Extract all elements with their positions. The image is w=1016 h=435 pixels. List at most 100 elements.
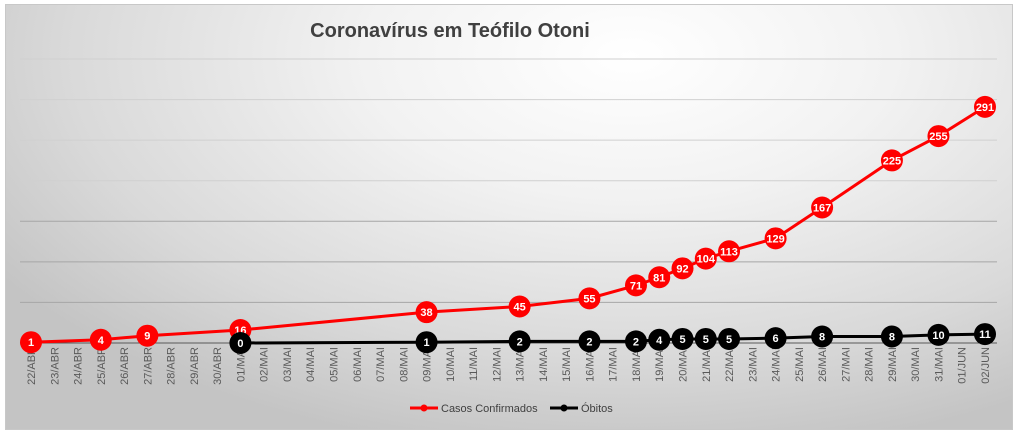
data-point bbox=[624, 330, 647, 353]
data-point bbox=[671, 257, 694, 280]
data-point bbox=[508, 295, 531, 318]
x-tick-label: 24/MAI bbox=[771, 347, 783, 382]
data-label: 2 bbox=[517, 336, 523, 348]
x-tick-label: 28/ABR bbox=[166, 347, 178, 385]
data-label: 5 bbox=[703, 334, 709, 346]
x-tick-label: 30/MAI bbox=[910, 347, 922, 382]
data-point bbox=[694, 327, 717, 350]
x-tick-label: 05/MAI bbox=[328, 347, 340, 382]
x-tick-label: 13/MAI bbox=[515, 347, 527, 382]
data-point bbox=[974, 323, 996, 346]
data-point bbox=[648, 266, 671, 289]
x-tick-label: 23/ABR bbox=[49, 347, 61, 385]
data-point bbox=[508, 330, 531, 353]
x-tick-label: 22/ABR bbox=[26, 347, 38, 385]
data-label: 71 bbox=[630, 280, 642, 292]
legend-label: Óbitos bbox=[581, 402, 613, 415]
data-point bbox=[880, 149, 903, 172]
data-label: 1 bbox=[423, 337, 429, 349]
data-label: 10 bbox=[932, 330, 944, 342]
data-point bbox=[20, 331, 42, 354]
x-tick-label: 14/MAI bbox=[538, 347, 550, 382]
x-tick-label: 23/MAI bbox=[747, 347, 759, 382]
x-tick-label: 01/MAI bbox=[235, 347, 247, 382]
chart-title: Coronavírus em Teófilo Otoni bbox=[310, 20, 590, 42]
data-label: 0 bbox=[237, 338, 243, 350]
x-tick-label: 09/MAI bbox=[422, 347, 434, 382]
data-point bbox=[927, 323, 950, 346]
x-tick-label: 11/MAI bbox=[468, 347, 480, 381]
data-label: 6 bbox=[773, 333, 779, 345]
series-line-obitos bbox=[240, 332, 986, 345]
data-point bbox=[89, 328, 112, 351]
x-tick-label: 15/MAI bbox=[561, 347, 573, 382]
x-tick-label: 21/MAI bbox=[701, 347, 713, 382]
x-tick-label: 24/ABR bbox=[73, 347, 85, 385]
x-tick-label: 25/MAI bbox=[794, 347, 806, 382]
x-tick-label: 31/MAI bbox=[933, 347, 945, 382]
x-tick-label: 16/MAI bbox=[584, 347, 596, 382]
data-point bbox=[136, 324, 159, 347]
x-tick-label: 20/MAI bbox=[678, 347, 690, 382]
data-label: 2 bbox=[633, 336, 639, 348]
data-label: 129 bbox=[766, 233, 784, 245]
x-tick-label: 07/MAI bbox=[375, 347, 387, 382]
x-tick-label: 19/MAI bbox=[654, 347, 666, 382]
data-point bbox=[694, 247, 717, 270]
data-point bbox=[415, 331, 438, 354]
data-point bbox=[764, 327, 787, 350]
data-label: 104 bbox=[697, 254, 716, 266]
data-label: 9 bbox=[144, 331, 150, 343]
data-label: 81 bbox=[653, 272, 665, 284]
x-tick-label: 27/ABR bbox=[142, 347, 154, 385]
x-tick-label: 25/ABR bbox=[96, 347, 108, 385]
data-label: 4 bbox=[656, 335, 663, 347]
data-label: 4 bbox=[98, 335, 105, 347]
data-point bbox=[718, 240, 741, 263]
data-label: 55 bbox=[583, 293, 595, 305]
data-label: 11 bbox=[979, 329, 991, 341]
data-point bbox=[811, 196, 834, 219]
x-tick-label: 10/MAI bbox=[445, 347, 457, 382]
legend-marker bbox=[560, 404, 568, 412]
legend-marker bbox=[420, 404, 428, 412]
data-label: 92 bbox=[676, 263, 688, 275]
data-label: 8 bbox=[889, 332, 895, 344]
data-label: 8 bbox=[819, 332, 825, 344]
x-tick-label: 27/MAI bbox=[840, 347, 852, 382]
x-tick-label: 02/MAI bbox=[259, 347, 271, 382]
x-tick-label: 22/MAI bbox=[724, 347, 736, 382]
data-point bbox=[229, 332, 252, 354]
x-tick-label: 18/MAI bbox=[631, 347, 643, 382]
x-tick-label: 29/ABR bbox=[189, 347, 201, 385]
x-tick-label: 17/MAI bbox=[608, 347, 620, 382]
data-label: 291 bbox=[976, 102, 994, 114]
x-tick-label: 02/JUN bbox=[980, 347, 992, 384]
data-point bbox=[974, 95, 996, 118]
data-point bbox=[671, 327, 694, 350]
data-label: 45 bbox=[514, 301, 526, 313]
data-label: 167 bbox=[813, 202, 831, 214]
x-tick-label: 26/MAI bbox=[817, 347, 829, 382]
data-label: 2 bbox=[586, 336, 592, 348]
data-label: 38 bbox=[420, 307, 432, 319]
data-point bbox=[648, 328, 671, 351]
data-label: 5 bbox=[726, 334, 732, 346]
x-tick-label: 26/ABR bbox=[119, 347, 131, 385]
data-point bbox=[624, 274, 647, 297]
data-point bbox=[415, 301, 438, 324]
series-line-casos bbox=[30, 105, 986, 344]
x-tick-label: 29/MAI bbox=[887, 347, 899, 382]
x-tick-label: 30/ABR bbox=[212, 347, 224, 385]
data-point bbox=[811, 325, 834, 348]
data-label: 255 bbox=[929, 131, 947, 143]
x-tick-label: 01/JUN bbox=[957, 347, 969, 384]
data-point bbox=[880, 325, 903, 348]
x-tick-label: 28/MAI bbox=[864, 347, 876, 382]
data-point bbox=[578, 330, 601, 353]
data-point bbox=[764, 227, 787, 250]
x-tick-label: 12/MAI bbox=[491, 347, 503, 382]
data-point bbox=[927, 125, 950, 148]
x-tick-label: 08/MAI bbox=[398, 347, 410, 382]
